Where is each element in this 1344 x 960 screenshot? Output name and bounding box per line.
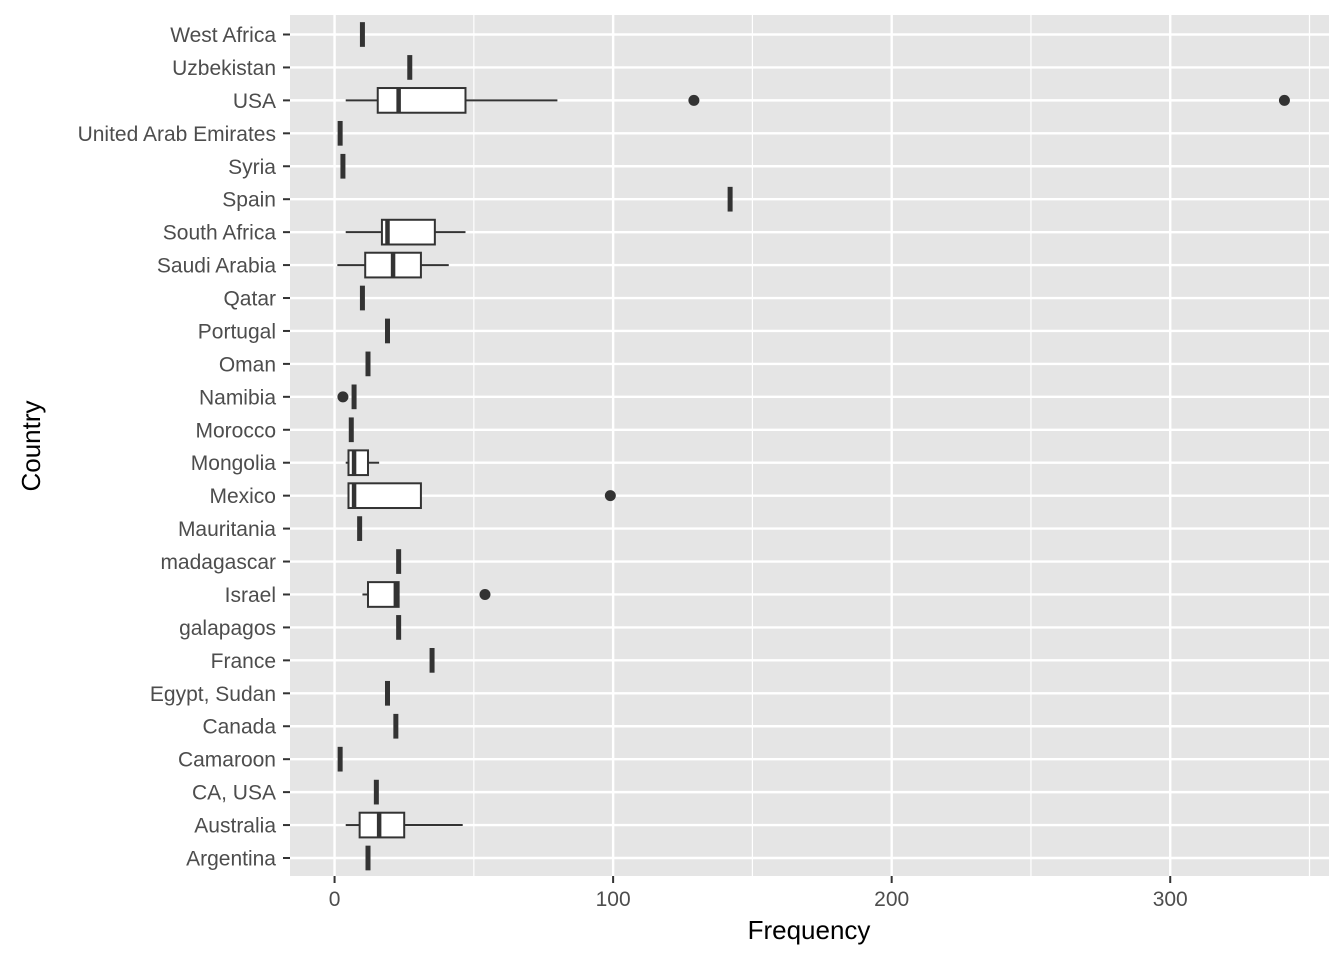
y-tick-label: Saudi Arabia: [157, 255, 276, 278]
y-tick-label: Mauritania: [178, 518, 276, 541]
box-iqr: [366, 581, 400, 608]
y-tick-label: Argentina: [186, 848, 276, 871]
y-tick-label: USA: [233, 90, 276, 113]
y-tick-label: Morocco: [195, 419, 276, 442]
y-tick-label: United Arab Emirates: [78, 123, 276, 146]
y-tick-label: South Africa: [163, 222, 277, 245]
y-tick-label: Australia: [194, 815, 276, 838]
box-australia: [345, 811, 463, 839]
box-iqr: [347, 482, 422, 510]
y-tick-label: Canada: [202, 716, 276, 739]
grid-minor: [473, 15, 1311, 876]
x-axis-title: Frequency: [748, 915, 871, 945]
x-tick-label: 100: [596, 888, 631, 911]
y-tick-label: Mongolia: [191, 452, 277, 475]
y-tick-label: Namibia: [199, 386, 276, 409]
y-axis: West Africa Uzbekistan USA United Arab Emir…: [78, 24, 290, 871]
y-tick-label: Camaroon: [178, 749, 276, 772]
y-tick-label: Egypt, Sudan: [150, 683, 276, 706]
y-axis-title: Country: [16, 400, 46, 491]
x-tick-label: 300: [1153, 888, 1188, 911]
y-tick-label: Portugal: [198, 320, 276, 343]
y-tick-label: France: [211, 650, 276, 673]
y-tick-label: galapagos: [179, 617, 276, 640]
box-iqr: [358, 811, 406, 839]
box-iqr: [347, 449, 369, 477]
y-tick-label: Spain: [222, 189, 276, 212]
y-tick-label: Syria: [228, 156, 276, 179]
y-tick-label: West Africa: [170, 24, 276, 47]
x-tick-label: 0: [329, 888, 341, 911]
box-namibia: [337, 384, 357, 410]
box-saudi-arabia: [337, 251, 449, 279]
box-south-africa: [345, 218, 466, 246]
box-mongolia: [345, 449, 380, 477]
outlier-point: [688, 94, 700, 106]
y-tick-label: Qatar: [223, 288, 276, 311]
box-usa: [345, 87, 1290, 114]
outlier-point: [479, 588, 491, 600]
x-axis: 0 100 200 300: [329, 876, 1188, 911]
box-marks: [337, 22, 1290, 871]
box-israel: [362, 581, 491, 608]
box-iqr: [376, 87, 467, 114]
plot-panel: [290, 15, 1329, 876]
y-tick-label: madagascar: [160, 551, 276, 574]
grid-major: [290, 15, 1329, 876]
y-tick-label: Israel: [225, 584, 276, 607]
box-mexico: [347, 482, 616, 510]
box-iqr: [380, 218, 436, 246]
y-tick-label: Mexico: [209, 485, 276, 508]
x-tick-label: 200: [874, 888, 909, 911]
y-tick-label: Uzbekistan: [172, 57, 276, 80]
outlier-point: [604, 490, 616, 502]
outlier-point: [1278, 94, 1290, 106]
y-tick-label: CA, USA: [192, 782, 276, 805]
outlier-point: [337, 391, 349, 403]
y-tick-label: Oman: [219, 353, 276, 376]
